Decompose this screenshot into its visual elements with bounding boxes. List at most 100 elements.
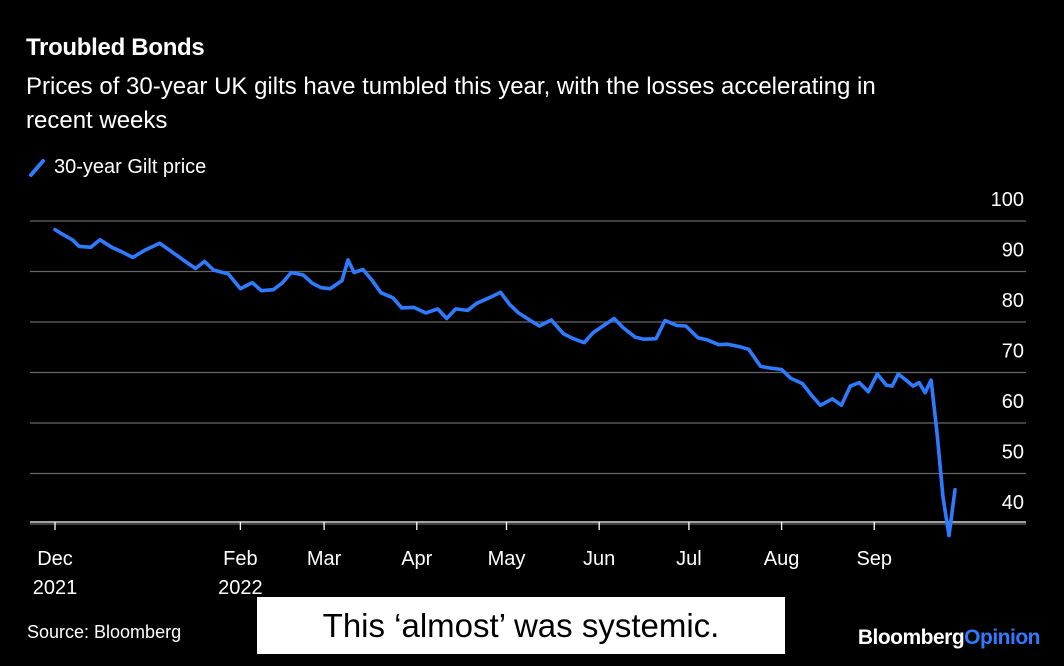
chart-title: Troubled Bonds: [26, 34, 205, 61]
data-point: [858, 382, 860, 384]
x-tick-label: Apr: [401, 548, 432, 570]
data-point: [727, 343, 729, 345]
data-point: [930, 379, 932, 381]
data-point: [936, 433, 938, 435]
x-tick-label: Mar: [307, 548, 342, 570]
data-point: [499, 291, 502, 293]
x-tick-label: May: [488, 548, 526, 570]
data-point: [562, 333, 564, 335]
legend-label: 30-year Gilt price: [54, 156, 207, 178]
data-point: [760, 365, 762, 367]
y-tick-label: 50: [1002, 442, 1024, 464]
data-point: [99, 239, 101, 241]
data-point: [885, 384, 887, 386]
data-point: [353, 271, 355, 274]
data-point: [362, 268, 364, 271]
y-tick-label: 90: [1002, 240, 1024, 262]
data-point: [341, 280, 343, 282]
data-point: [634, 336, 636, 338]
data-point: [302, 274, 304, 276]
legend: 30-year Gilt price: [28, 156, 206, 179]
data-point: [227, 273, 229, 275]
data-point: [697, 337, 699, 339]
caption-box: This ‘almost’ was systemic.: [257, 597, 785, 654]
data-point: [508, 303, 511, 305]
chart-subtitle: Prices of 30-year UK gilts have tumbled …: [26, 73, 876, 134]
data-point: [810, 394, 813, 396]
data-point: [320, 287, 322, 289]
data-point: [706, 339, 708, 341]
data-point: [144, 249, 146, 251]
data-point: [380, 292, 382, 294]
data-point: [111, 246, 113, 248]
y-tick-label: 70: [1002, 341, 1024, 363]
data-point: [329, 288, 331, 290]
brand-name: Bloomberg: [857, 626, 965, 649]
data-point: [159, 242, 161, 244]
data-point: [622, 327, 624, 329]
data-point: [437, 308, 439, 310]
data-point: [538, 325, 541, 327]
brand-suffix: Opinion: [964, 626, 1040, 649]
data-point: [601, 325, 603, 328]
data-point: [90, 246, 92, 248]
x-tick-label: Dec: [37, 548, 73, 570]
data-point: [906, 380, 908, 382]
data-point: [186, 261, 188, 263]
data-point: [446, 317, 448, 320]
data-point: [867, 391, 869, 393]
line-slash-icon: [29, 158, 45, 177]
data-point: [748, 348, 750, 350]
data-point: [281, 282, 283, 284]
data-point: [272, 289, 274, 291]
data-point: [239, 288, 241, 290]
data-point: [78, 245, 80, 247]
data-point: [831, 398, 834, 400]
data-point: [371, 279, 373, 281]
data-point: [924, 392, 926, 394]
data-point: [425, 312, 427, 314]
caption-text: This ‘almost’ was systemic.: [322, 606, 720, 644]
source-note: Source: Bloomberg: [27, 622, 182, 642]
x-tick-label: Sep: [856, 548, 892, 570]
data-point: [819, 404, 822, 406]
data-point: [918, 382, 920, 384]
x-tick-year-label: 2022: [218, 577, 263, 599]
series-line: [53, 227, 957, 538]
data-point: [942, 496, 944, 498]
data-point: [347, 259, 349, 261]
data-point: [801, 383, 804, 385]
data-point: [613, 317, 615, 320]
data-point: [876, 373, 878, 375]
y-tick-label: 40: [1002, 492, 1024, 514]
x-tick-label: Jul: [676, 548, 702, 570]
data-point: [840, 404, 843, 406]
data-point: [891, 385, 893, 387]
data-point: [54, 229, 56, 231]
data-point: [490, 296, 493, 298]
data-point: [769, 367, 771, 369]
x-tick-label: Feb: [223, 548, 257, 570]
data-point: [517, 312, 520, 314]
y-tick-label: 80: [1002, 290, 1024, 312]
data-point: [655, 338, 657, 340]
data-point: [212, 269, 215, 271]
data-point: [897, 373, 899, 375]
data-point: [781, 368, 783, 371]
data-point: [311, 282, 313, 284]
brand-logo: BloombergOpinion: [857, 626, 1041, 650]
x-tick-year-label: 2021: [33, 577, 78, 599]
y-tick-label: 60: [1002, 391, 1024, 413]
data-point: [664, 319, 666, 322]
data-point: [685, 325, 687, 327]
data-point: [571, 337, 573, 339]
data-point: [643, 338, 645, 340]
data-point: [455, 308, 457, 310]
data-point: [392, 297, 394, 299]
data-point: [592, 332, 594, 334]
data-point: [63, 234, 65, 236]
data-point: [954, 489, 956, 491]
data-point: [203, 260, 206, 262]
data-point: [467, 309, 469, 311]
